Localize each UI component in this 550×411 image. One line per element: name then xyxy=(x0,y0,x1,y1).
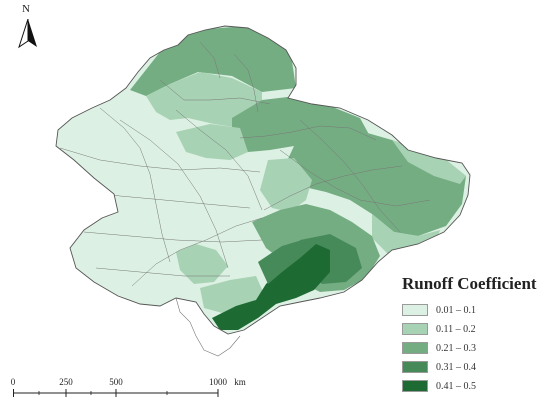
basin-south-darkest xyxy=(212,244,330,330)
legend-item: 0.31 – 0.4 xyxy=(402,360,476,374)
legend-swatch xyxy=(402,304,428,316)
legend-swatch xyxy=(402,380,428,392)
legend-swatch xyxy=(402,342,428,354)
legend-swatch xyxy=(402,361,428,373)
scale-unit-label: km xyxy=(234,377,246,387)
north-label: N xyxy=(22,3,30,15)
basin-north xyxy=(130,26,296,96)
legend-item: 0.11 – 0.2 xyxy=(402,322,476,336)
region-outline xyxy=(55,25,471,335)
coastline xyxy=(175,297,241,357)
scale-bar xyxy=(13,389,219,397)
legend-title: Runoff Coefficient xyxy=(402,274,537,293)
scale-tick-label: 0 xyxy=(10,377,16,387)
scale-tick-label: 1000 xyxy=(209,377,227,387)
legend-label: 0.31 – 0.4 xyxy=(436,361,476,373)
legend-label: 0.11 – 0.2 xyxy=(436,323,476,335)
scale-tick-label: 250 xyxy=(59,377,73,387)
scale-tick-label: 500 xyxy=(109,377,123,387)
basin-east-south xyxy=(260,158,312,212)
legend-label: 0.01 – 0.1 xyxy=(436,304,476,316)
basin-central-east xyxy=(232,96,372,152)
north-arrow-icon xyxy=(18,19,37,49)
legend-label: 0.41 – 0.5 xyxy=(436,380,476,392)
basin-south-center xyxy=(176,244,228,284)
legend-swatch xyxy=(402,323,428,335)
basin-south-dark xyxy=(258,240,316,284)
basin-central xyxy=(176,124,248,160)
legend-item: 0.21 – 0.3 xyxy=(402,341,476,355)
legend-item: 0.01 – 0.1 xyxy=(402,303,476,317)
legend-label: 0.21 – 0.3 xyxy=(436,342,476,354)
legend-item: 0.41 – 0.5 xyxy=(402,379,476,393)
